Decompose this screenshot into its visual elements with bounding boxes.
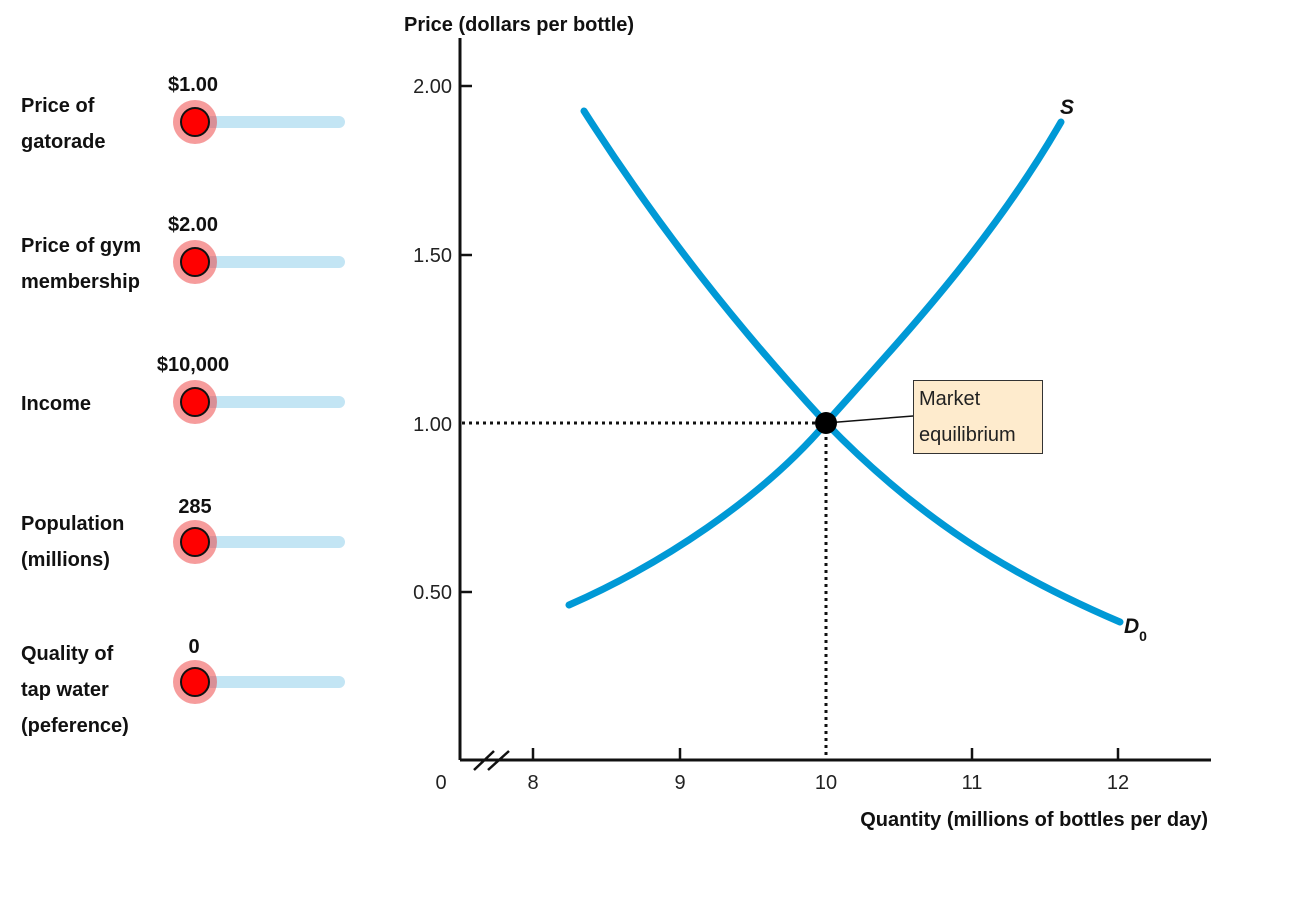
x-tick-label: 12 bbox=[1107, 772, 1129, 794]
origin-label: 0 bbox=[435, 772, 446, 794]
control-label: Price of gym membership bbox=[21, 228, 141, 300]
control-income: Income $10,000 bbox=[0, 352, 370, 452]
slider-value: $2.00 bbox=[167, 214, 219, 236]
y-axis-title: Price (dollars per bottle) bbox=[404, 14, 634, 36]
y-tick-label: 0.50 bbox=[413, 582, 452, 604]
slider-value: $10,000 bbox=[156, 354, 230, 376]
price-of-gatorade-slider[interactable] bbox=[173, 100, 349, 144]
control-population: Population (millions) 285 bbox=[0, 492, 370, 592]
slider-value: $1.00 bbox=[167, 74, 219, 96]
supply-label: S bbox=[1060, 96, 1074, 119]
x-tick-label: 8 bbox=[527, 772, 538, 794]
demand-label: D0 bbox=[1124, 615, 1147, 644]
market-equilibrium-callout: Market equilibrium bbox=[913, 380, 1043, 454]
x-ticks: 0 8 9 10 11 12 bbox=[435, 748, 1129, 794]
slider-track[interactable] bbox=[191, 396, 345, 408]
slider-thumb[interactable] bbox=[180, 667, 210, 697]
label-line: Price of gym bbox=[21, 235, 142, 257]
price-of-gym-membership-slider[interactable] bbox=[173, 240, 349, 284]
controls-panel: Price of gatorade $1.00 Price of gym mem… bbox=[0, 0, 370, 910]
control-label: Population (millions) bbox=[21, 506, 124, 578]
equilibrium-point[interactable] bbox=[815, 412, 837, 434]
control-label: Price of gatorade bbox=[21, 88, 105, 160]
control-price-of-gym-membership: Price of gym membership $2.00 bbox=[0, 212, 370, 312]
slider-thumb[interactable] bbox=[180, 527, 210, 557]
control-label: Income bbox=[21, 386, 91, 422]
label-line: (peference) bbox=[21, 715, 129, 737]
slider-thumb[interactable] bbox=[180, 107, 210, 137]
slider-thumb[interactable] bbox=[180, 247, 210, 277]
slider-value: 0 bbox=[188, 636, 200, 658]
callout-leader-line bbox=[825, 415, 914, 424]
callout-line: equilibrium bbox=[919, 424, 1016, 446]
x-axis-title: Quantity (millions of bottles per day) bbox=[860, 809, 1208, 831]
quality-of-tap-water-slider[interactable] bbox=[173, 660, 349, 704]
income-slider[interactable] bbox=[173, 380, 349, 424]
population-slider[interactable] bbox=[173, 520, 349, 564]
axis-break-icon bbox=[473, 750, 510, 771]
x-tick-label: 11 bbox=[962, 772, 983, 794]
y-ticks: 2.00 1.50 1.00 0.50 bbox=[413, 76, 472, 604]
slider-track[interactable] bbox=[191, 536, 345, 548]
control-price-of-gatorade: Price of gatorade $1.00 bbox=[0, 72, 370, 172]
slider-track[interactable] bbox=[191, 116, 345, 128]
control-label: Quality of tap water (peference) bbox=[21, 636, 129, 744]
callout-line: Market bbox=[919, 388, 981, 410]
slider-track[interactable] bbox=[191, 676, 345, 688]
label-line: Price of bbox=[21, 95, 95, 117]
slider-value: 285 bbox=[178, 496, 212, 518]
label-line: Income bbox=[21, 393, 92, 415]
label-line: gatorade bbox=[21, 131, 106, 153]
x-tick-label: 9 bbox=[674, 772, 685, 794]
y-tick-label: 1.50 bbox=[413, 245, 452, 267]
x-tick-label: 10 bbox=[815, 772, 837, 794]
label-line: membership bbox=[21, 271, 140, 293]
demand-curve bbox=[580, 107, 1124, 626]
label-line: tap water bbox=[21, 679, 109, 701]
label-line: Quality of bbox=[21, 643, 114, 665]
y-tick-label: 2.00 bbox=[413, 76, 452, 98]
control-quality-of-tap-water: Quality of tap water (peference) 0 bbox=[0, 632, 370, 737]
y-tick-label: 1.00 bbox=[413, 414, 452, 436]
label-line: Population bbox=[21, 513, 125, 535]
slider-thumb[interactable] bbox=[180, 387, 210, 417]
label-line: (millions) bbox=[21, 549, 110, 571]
slider-track[interactable] bbox=[191, 256, 345, 268]
